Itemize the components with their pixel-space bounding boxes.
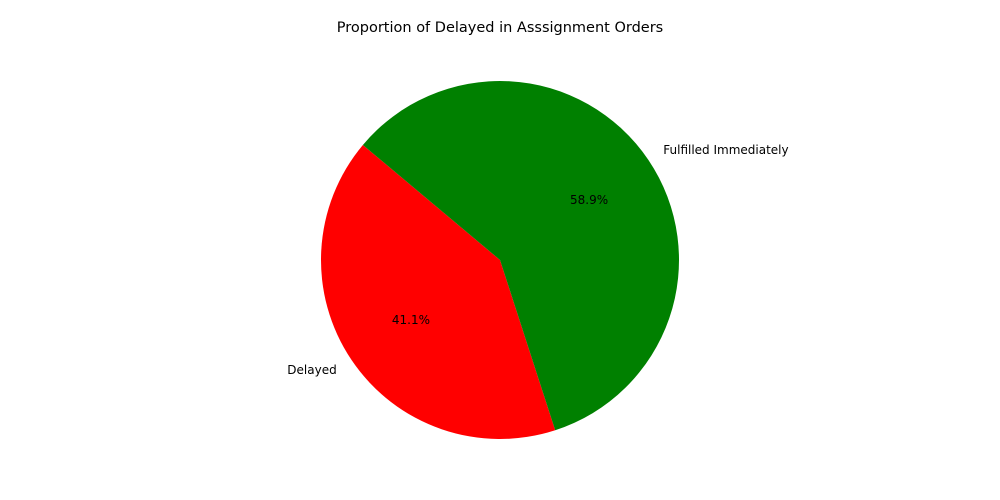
pie-slice-fulfilled-immediately <box>362 80 680 431</box>
chart-title: Proportion of Delayed in Asssignment Ord… <box>337 20 663 36</box>
slice-label-delayed: Delayed <box>287 363 336 377</box>
slice-percent-delayed: 41.1% <box>392 313 430 327</box>
pie-labels: Delayed 41.1% Fulfilled Immediately 58.9% <box>287 143 788 377</box>
slice-label-fulfilled-immediately: Fulfilled Immediately <box>663 143 788 157</box>
slice-percent-fulfilled-immediately: 58.9% <box>570 193 608 207</box>
pie-slice-delayed <box>321 144 556 439</box>
pie-slices <box>321 80 680 439</box>
